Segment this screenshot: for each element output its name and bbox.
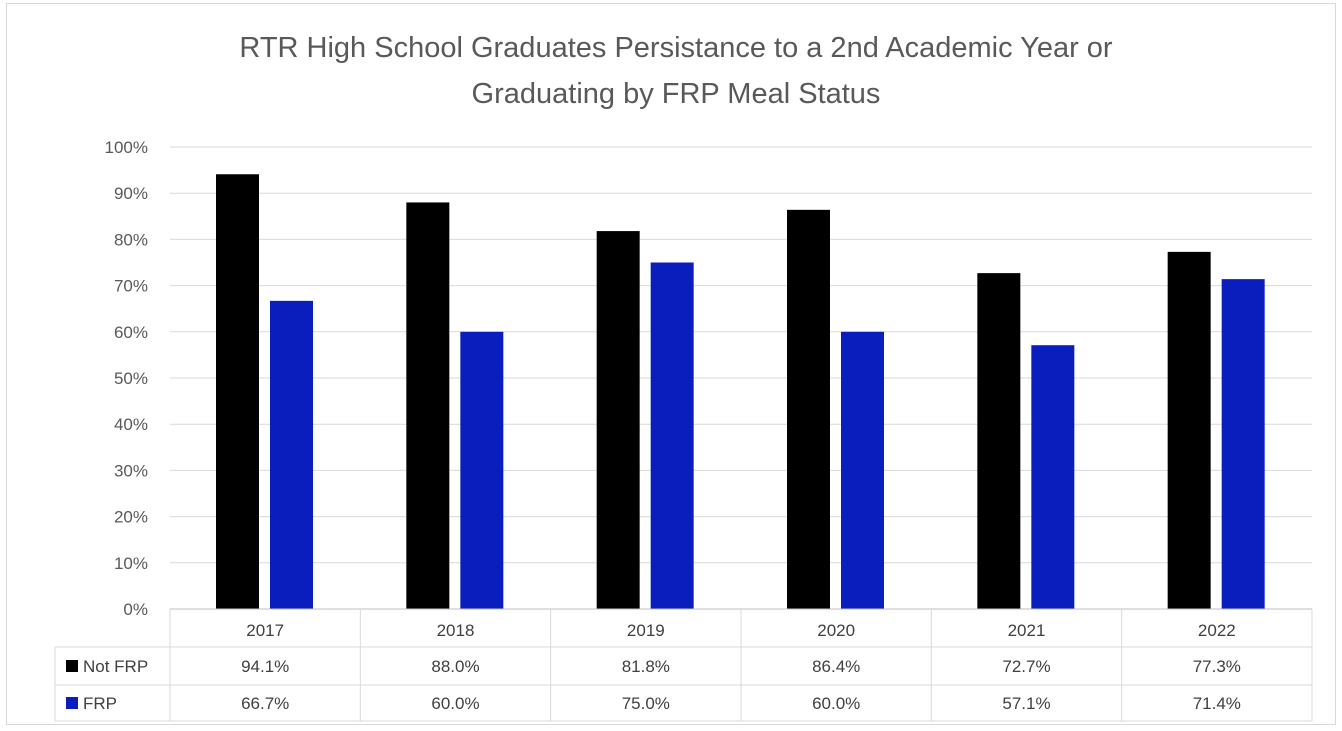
bar-frp: [1221, 279, 1265, 609]
data-table-value: 71.4%: [1193, 694, 1241, 713]
x-category-label: 2022: [1198, 621, 1236, 640]
chart-border: [6, 3, 1336, 725]
bar-not-frp: [216, 174, 259, 609]
y-tick-label: 40%: [114, 415, 148, 434]
y-tick-label: 50%: [114, 369, 148, 388]
data-table-value: 60.0%: [812, 694, 860, 713]
legend-label: Not FRP: [83, 657, 148, 676]
y-tick-label: 10%: [114, 554, 148, 573]
legend-label: FRP: [83, 694, 117, 713]
data-table-value: 77.3%: [1193, 657, 1241, 676]
bar-frp: [460, 331, 504, 609]
y-tick-label: 30%: [114, 461, 148, 480]
bar-frp: [650, 262, 694, 609]
data-table-value: 66.7%: [241, 694, 289, 713]
x-category-label: 2019: [627, 621, 665, 640]
data-table-value: 75.0%: [622, 694, 670, 713]
y-tick-label: 70%: [114, 277, 148, 296]
data-table-value: 57.1%: [1002, 694, 1050, 713]
chart-title-line: RTR High School Graduates Persistance to…: [239, 32, 1113, 64]
y-tick-label: 20%: [114, 508, 148, 527]
bar-not-frp: [596, 231, 640, 610]
data-table-value: 81.8%: [622, 657, 670, 676]
y-tick-label: 0%: [123, 600, 148, 619]
bar-frp: [270, 300, 313, 609]
x-category-label: 2017: [246, 621, 284, 640]
x-category-label: 2020: [817, 621, 855, 640]
bar-frp: [1031, 345, 1075, 609]
bar-not-frp: [406, 202, 450, 609]
x-category-label: 2021: [1008, 621, 1046, 640]
legend-key-frp: [66, 697, 78, 709]
y-tick-label: 60%: [114, 323, 148, 342]
y-tick-label: 80%: [114, 230, 148, 249]
y-tick-label: 90%: [114, 184, 148, 203]
data-table-value: 86.4%: [812, 657, 860, 676]
data-table-value: 88.0%: [431, 657, 479, 676]
y-tick-label: 100%: [105, 138, 148, 157]
data-table-value: 60.0%: [431, 694, 479, 713]
legend-key-not-frp: [66, 660, 78, 672]
data-table-value: 72.7%: [1002, 657, 1050, 676]
bar-not-frp: [977, 273, 1021, 609]
x-category-label: 2018: [437, 621, 475, 640]
bar-frp: [841, 331, 884, 609]
chart-title-line: Graduating by FRP Meal Status: [472, 78, 881, 110]
data-table-value: 94.1%: [241, 657, 289, 676]
bar-not-frp: [1167, 251, 1211, 609]
bar-not-frp: [787, 209, 830, 609]
